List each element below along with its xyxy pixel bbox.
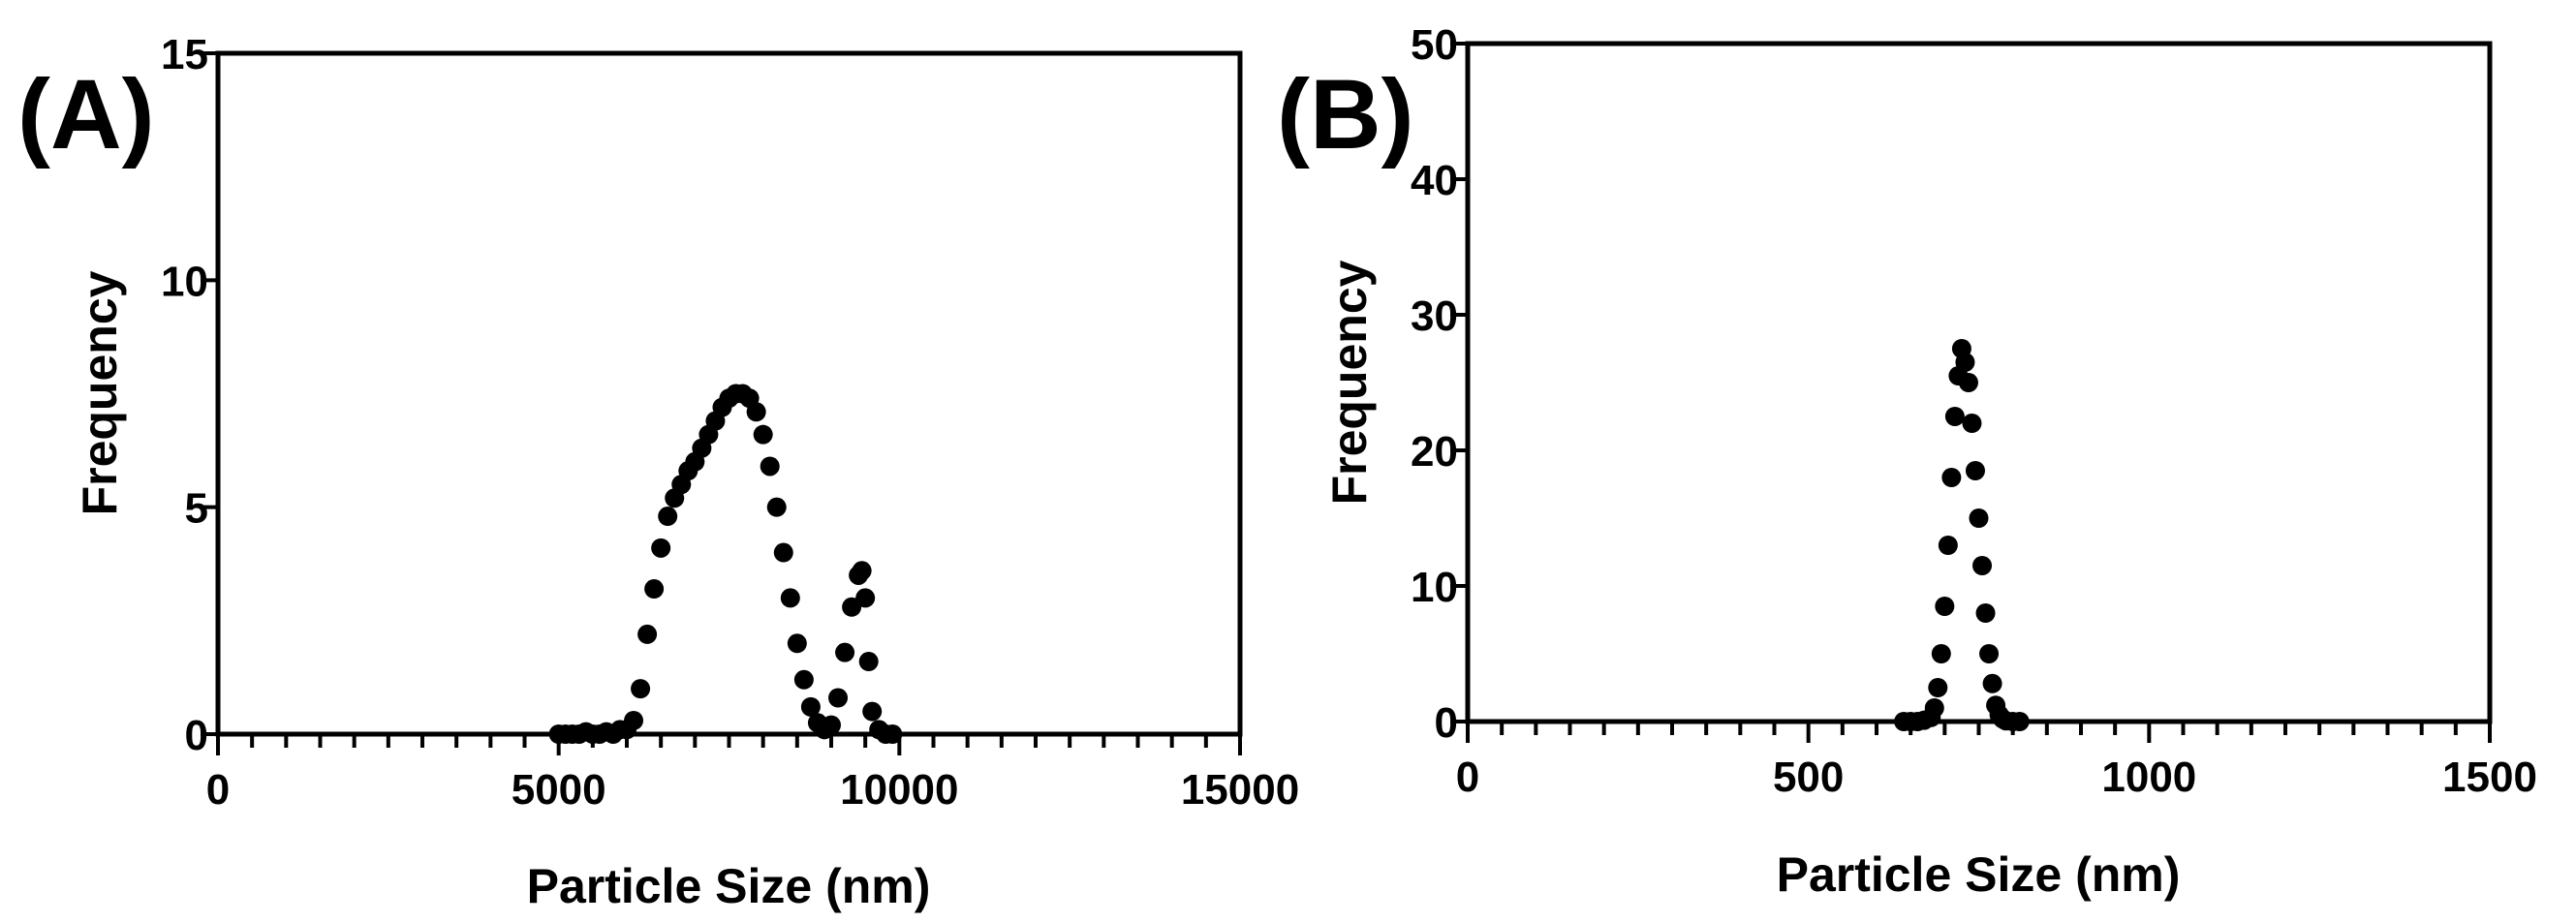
panel-b-y-tick-label: 30 — [1411, 292, 1458, 340]
panel-a-data-points — [548, 384, 903, 744]
panel-b-x-tick-label: 1500 — [2442, 754, 2537, 801]
panel-a-data-point — [858, 652, 879, 672]
panel-a-data-point — [644, 579, 665, 600]
panel-b-x-tick-label: 0 — [1456, 754, 1479, 801]
panel-b-data-point — [1958, 373, 1978, 392]
panel-a-data-point — [800, 696, 821, 717]
panel-a-data-point — [828, 688, 849, 708]
panel-a-data-point — [822, 715, 841, 735]
panel-a-data-point — [780, 588, 800, 608]
panel-b-ticks — [1450, 42, 2492, 743]
panel-a-data-point — [746, 402, 766, 422]
panel-a-y-tick-label: 10 — [161, 258, 208, 305]
panel-a-data-point — [835, 642, 855, 662]
panel-a-data-point — [760, 456, 780, 477]
panel-b-y-tick-label: 40 — [1411, 157, 1458, 204]
panel-a-label: (A) — [17, 59, 155, 169]
panel-a-data-point — [766, 497, 787, 517]
panel-b-data-points — [1894, 339, 2030, 731]
panel-a-data-point — [637, 624, 658, 644]
panel-a-data-point — [624, 710, 644, 730]
panel-b-data-point — [1935, 597, 1955, 616]
panel-b-x-axis-label: Particle Size (nm) — [1777, 847, 2181, 902]
panel-b-data-point — [1941, 468, 1962, 487]
panel-a-y-tick-label: 0 — [185, 712, 208, 759]
panel-b-data-point — [1965, 461, 1985, 480]
panel-a-x-axis-label: Particle Size (nm) — [527, 859, 931, 913]
panel-a-data-point — [651, 538, 671, 558]
panel-a-tick-labels: 0 5000 10000 15000 0 5 10 15 — [161, 31, 1299, 814]
panel-b-label: (B) — [1277, 59, 1414, 169]
panel-b-y-tick-label: 50 — [1411, 21, 1458, 69]
panel-a-data-point — [855, 588, 876, 608]
panel-b-data-point — [1975, 603, 1996, 623]
panel-a-y-axis-label: Frequency — [73, 270, 127, 515]
panel-a-data-point — [773, 542, 793, 563]
panel-b: (B) 0 500 1000 1500 0 10 20 30 40 50 Particle Siz… — [1277, 21, 2537, 902]
panel-b-data-point — [1982, 673, 2002, 693]
panel-b-data-point — [1972, 556, 1993, 575]
panel-a-x-tick-label: 0 — [206, 766, 230, 814]
panel-a-data-point — [787, 633, 807, 654]
panel-a-data-point — [852, 561, 872, 581]
panel-b-y-tick-label: 10 — [1411, 564, 1458, 611]
panel-a-x-tick-label: 5000 — [512, 766, 606, 814]
panel-b-data-point — [1928, 678, 1948, 697]
panel-a-x-tick-label: 15000 — [1181, 766, 1299, 814]
panel-a-data-point — [753, 424, 773, 445]
panel-b-x-tick-label: 500 — [1773, 754, 1844, 801]
panel-b-data-point — [1979, 644, 2000, 663]
panel-a: (A) 0 5000 10000 15000 0 5 10 15 Particle Size … — [17, 31, 1299, 913]
panel-b-y-tick-label: 20 — [1411, 428, 1458, 476]
panel-a-data-point — [842, 597, 862, 617]
panel-b-data-point — [1944, 407, 1965, 426]
panel-a-data-point — [658, 507, 678, 527]
panel-a-data-point — [883, 724, 903, 744]
panel-a-y-tick-label: 15 — [161, 31, 208, 78]
panel-a-data-point — [793, 669, 814, 690]
panel-a-data-point — [862, 701, 883, 722]
panel-a-x-tick-label: 10000 — [840, 766, 958, 814]
panel-b-tick-labels: 0 500 1000 1500 0 10 20 30 40 50 — [1411, 21, 2537, 801]
panel-b-x-tick-label: 1000 — [2101, 754, 2196, 801]
panel-a-data-point — [631, 679, 651, 699]
panel-b-data-point — [1938, 536, 1958, 555]
panel-b-data-point — [1955, 353, 1975, 372]
panel-b-data-point — [1962, 414, 1982, 433]
panel-b-data-point — [1969, 508, 1989, 528]
panel-a-y-tick-label: 5 — [185, 485, 208, 533]
panel-b-data-point — [1931, 644, 1951, 663]
panel-b-data-point — [1924, 698, 1944, 718]
panel-b-y-axis-label: Frequency — [1322, 260, 1377, 505]
panel-b-y-tick-label: 0 — [1435, 699, 1458, 747]
panel-b-data-point — [2009, 712, 2030, 731]
